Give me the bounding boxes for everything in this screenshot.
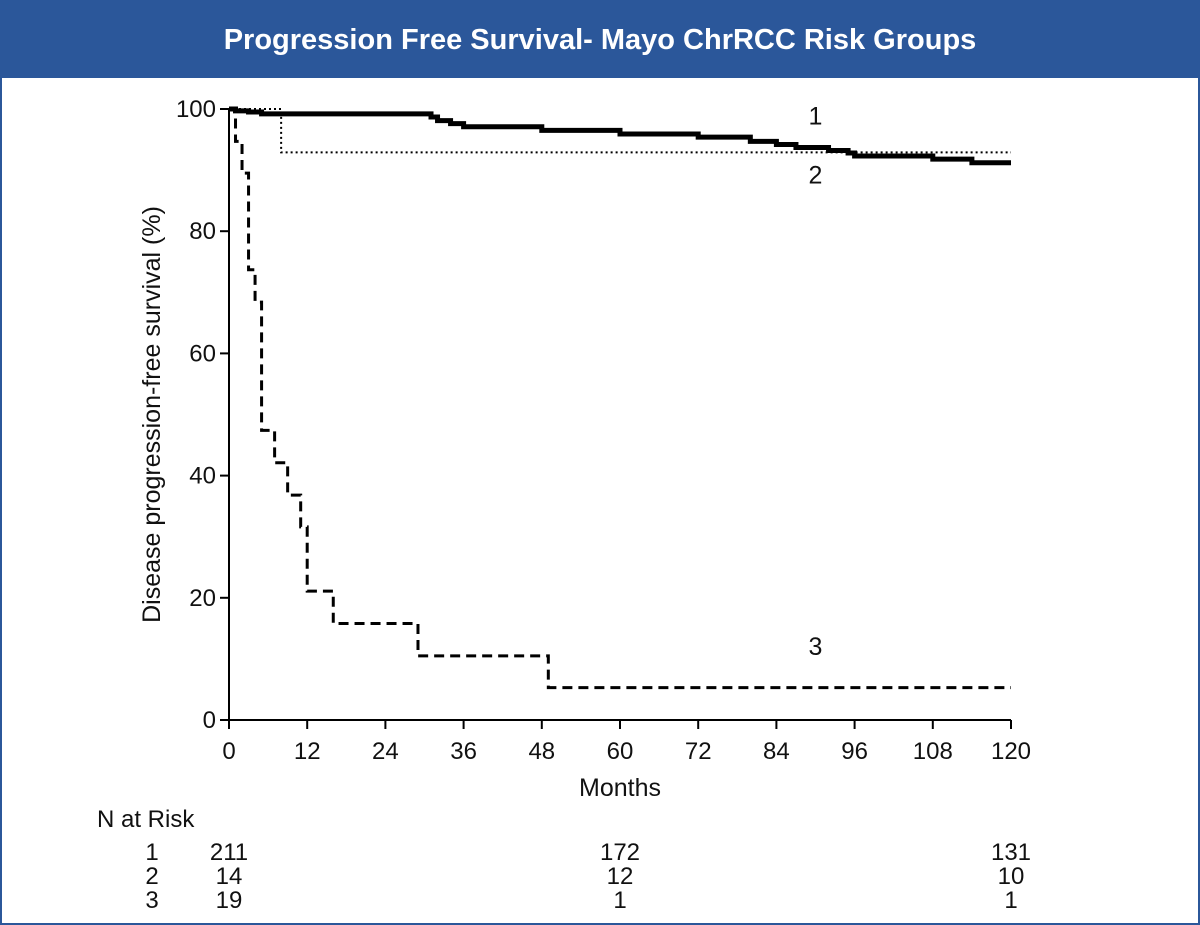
y-tick-label: 40 bbox=[189, 463, 216, 490]
y-axis-label: Disease progression-free survival (%) bbox=[138, 206, 166, 623]
at-risk-count: 10 bbox=[998, 863, 1025, 890]
survival-curve-group-3 bbox=[229, 107, 1011, 690]
at-risk-header: N at Risk bbox=[97, 806, 195, 833]
at-risk-count: 12 bbox=[607, 863, 634, 890]
at-risk-count: 1 bbox=[1004, 887, 1017, 914]
x-axis-label: Months bbox=[579, 774, 661, 802]
x-tick-label: 60 bbox=[607, 738, 634, 765]
curve-label-2: 2 bbox=[809, 162, 823, 190]
x-tick-label: 84 bbox=[763, 738, 790, 765]
curve-label-3: 3 bbox=[809, 633, 823, 661]
at-risk-count: 172 bbox=[600, 839, 640, 866]
at-risk-count: 1 bbox=[613, 887, 626, 914]
chart-title: Progression Free Survival- Mayo ChrRCC R… bbox=[2, 2, 1198, 78]
x-tick-label: 24 bbox=[372, 738, 399, 765]
survival-curve-group-2 bbox=[229, 108, 1011, 154]
at-risk-group-label: 1 bbox=[145, 839, 158, 866]
survival-curve-group-1 bbox=[229, 106, 1011, 166]
y-tick-label: 100 bbox=[176, 96, 216, 123]
y-tick-label: 0 bbox=[203, 707, 216, 734]
at-risk-count: 131 bbox=[991, 839, 1031, 866]
at-risk-group-label: 2 bbox=[145, 863, 158, 890]
y-tick-label: 60 bbox=[189, 340, 216, 367]
x-tick-label: 96 bbox=[841, 738, 868, 765]
at-risk-count: 14 bbox=[216, 863, 243, 890]
x-tick-label: 72 bbox=[685, 738, 712, 765]
at-risk-group-label: 3 bbox=[145, 887, 158, 914]
x-tick-label: 120 bbox=[991, 738, 1031, 765]
at-risk-count: 19 bbox=[216, 887, 243, 914]
y-tick-label: 80 bbox=[189, 218, 216, 245]
x-tick-label: 48 bbox=[528, 738, 555, 765]
x-tick-label: 108 bbox=[913, 738, 953, 765]
curve-label-1: 1 bbox=[809, 102, 823, 130]
at-risk-count: 211 bbox=[210, 839, 248, 866]
y-tick-label: 20 bbox=[189, 585, 216, 612]
x-tick-label: 36 bbox=[450, 738, 477, 765]
x-tick-label: 0 bbox=[222, 738, 235, 765]
x-tick-label: 12 bbox=[294, 738, 321, 765]
